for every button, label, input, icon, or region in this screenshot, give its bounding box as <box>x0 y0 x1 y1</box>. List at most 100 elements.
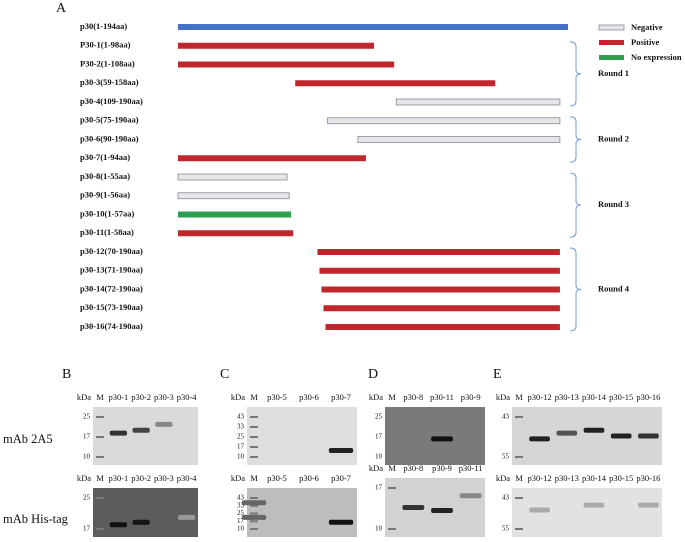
fragment-label: p30-12(70-190aa) <box>80 246 143 256</box>
round-label: Round 3 <box>598 199 629 209</box>
marker-label: 25 <box>237 509 245 517</box>
marker-label: 25 <box>83 494 91 502</box>
ladder-band <box>388 487 396 489</box>
unit-label: kDa <box>496 392 510 402</box>
ladder-band <box>515 528 523 530</box>
fragment-bar <box>177 192 290 200</box>
fragment-label: p30-5(75-190aa) <box>80 115 139 125</box>
round-label: Round 2 <box>598 133 629 143</box>
unit-label: kDa <box>77 392 91 402</box>
ladder-band <box>96 497 104 499</box>
lane-label: p30-9 <box>461 392 481 402</box>
ladder-band <box>250 436 258 438</box>
lane-label: M <box>96 392 104 402</box>
fragment-label: P30-1(1-98aa) <box>80 40 131 50</box>
blot <box>385 407 485 465</box>
panel-letter: B <box>62 367 71 382</box>
fragment-bar <box>319 267 560 274</box>
marker-label: 43 <box>237 494 245 502</box>
marker-label: 33 <box>237 501 245 509</box>
ladder-band <box>96 456 104 458</box>
lane-label: p30-1 <box>108 473 128 483</box>
protein-band <box>583 502 605 508</box>
protein-band <box>132 427 150 433</box>
blot <box>385 478 485 537</box>
ladder-band <box>96 416 104 418</box>
ladder-band <box>250 456 258 458</box>
fragment-bar <box>325 324 560 330</box>
fragment-label: p30-4(109-190aa) <box>80 96 143 106</box>
round-label: Round 1 <box>598 68 629 78</box>
lane-label: p30-14 <box>582 392 607 402</box>
lane-label: p30-12 <box>528 392 552 402</box>
lane-label: M <box>388 463 396 473</box>
ladder-band <box>96 436 104 438</box>
protein-band <box>109 522 128 528</box>
lane-label: p30-5 <box>267 392 287 402</box>
protein-band <box>459 493 482 499</box>
marker-label: 17 <box>237 443 245 451</box>
lane-label: p30-16 <box>636 473 660 483</box>
lane-label: p30-6 <box>299 473 319 483</box>
lane-label: M <box>96 473 104 483</box>
lane-label: p30-3 <box>154 392 174 402</box>
marker-label: 17 <box>83 525 91 533</box>
protein-band <box>177 514 196 520</box>
ladder-band <box>250 520 258 523</box>
lane-label: p30-8 <box>403 392 423 402</box>
lane-label: p30-15 <box>609 473 633 483</box>
round-label: Round 4 <box>598 283 630 293</box>
fragment-label: p30-16(74-190aa) <box>80 321 143 331</box>
lane-label: p30-13 <box>555 392 579 402</box>
lane-label: p30-16 <box>636 392 660 402</box>
marker-label: 17 <box>375 433 383 441</box>
fragment-label: p30-6(90-190aa) <box>80 133 139 143</box>
lane-label: p30-2 <box>131 392 151 402</box>
round-brace <box>569 172 582 238</box>
protein-band <box>132 519 150 525</box>
lane-label: M <box>250 473 258 483</box>
protein-band <box>241 500 267 506</box>
protein-band <box>431 507 453 513</box>
unit-label: kDa <box>231 392 245 402</box>
fragment-bar <box>177 173 288 181</box>
fragment-label: p30-10(1-57aa) <box>80 208 134 218</box>
protein-band <box>328 448 354 453</box>
ladder-band <box>388 416 396 418</box>
lane-label: p30-11 <box>459 463 483 473</box>
unit-label: kDa <box>369 392 383 402</box>
protein-band <box>241 514 267 520</box>
protein-band <box>610 433 632 439</box>
marker-label: 10 <box>237 453 245 461</box>
ladder-band <box>250 416 258 418</box>
ladder-band <box>515 497 523 499</box>
marker-label: 25 <box>375 413 383 421</box>
round-brace <box>569 41 582 107</box>
marker-label: 17 <box>83 433 91 441</box>
protein-band <box>529 436 550 442</box>
legend-swatch <box>599 55 624 60</box>
fragment-label: p30-13(71-190aa) <box>80 265 143 275</box>
fragment-bar <box>395 98 561 106</box>
marker-label: 10 <box>375 453 383 461</box>
unit-label: kDa <box>231 473 245 483</box>
fragment-bar <box>295 80 496 87</box>
fragment-label: p30-9(1-56aa) <box>80 190 130 200</box>
fragment-label: p30-8(1-55aa) <box>80 171 130 181</box>
protein-band <box>638 433 659 439</box>
protein-band <box>583 427 605 433</box>
ladder-band <box>388 436 396 438</box>
marker-label: 25 <box>83 413 91 421</box>
protein-band <box>431 436 453 442</box>
lane-label: p30-11 <box>430 392 454 402</box>
lane-label: p30-6 <box>299 392 319 402</box>
legend-label: No expression <box>631 52 682 62</box>
legend-label: Negative <box>631 22 663 32</box>
fragment-bar <box>327 117 561 125</box>
fragment-bar <box>178 24 568 30</box>
fragment-bar <box>178 42 375 49</box>
blot <box>247 407 357 465</box>
blot <box>512 407 662 465</box>
fragment-bar <box>357 136 561 143</box>
